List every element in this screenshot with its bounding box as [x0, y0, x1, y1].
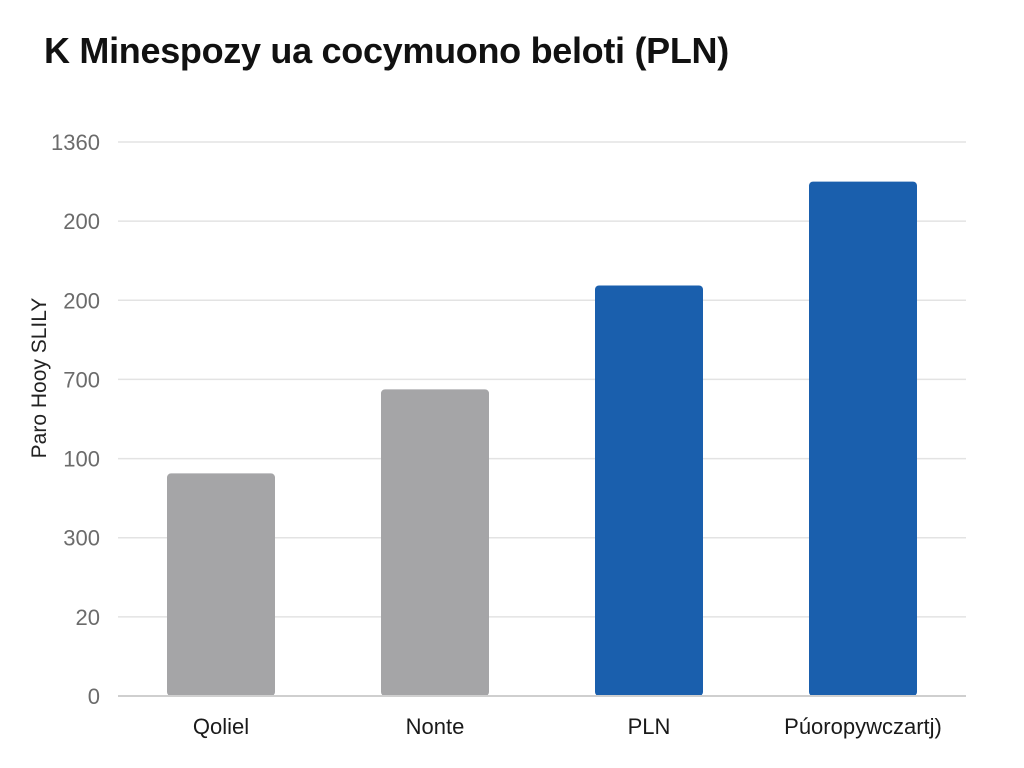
bar [595, 285, 703, 696]
y-tick-label: 200 [63, 288, 100, 313]
x-tick-label: Qoliel [193, 714, 249, 739]
bar [809, 181, 917, 697]
bars [167, 181, 917, 697]
y-tick-label: 100 [63, 447, 100, 472]
y-tick-label: 300 [63, 526, 100, 551]
bar [167, 473, 275, 696]
y-tick-label: 20 [76, 605, 100, 630]
chart-title: K Minespozy ua cocymuono beloti (PLN) [44, 30, 729, 71]
x-tick-label: Nonte [406, 714, 465, 739]
y-axis-title: Paro Hooy SLILY [28, 298, 51, 459]
x-tick-label: Púoropywczartj) [784, 714, 942, 739]
y-tick-label: 200 [63, 209, 100, 234]
y-tick-label: 700 [63, 367, 100, 392]
x-tick-label: PLN [628, 714, 671, 739]
y-tick-label: 1360 [51, 130, 100, 155]
y-tick-label: 0 [88, 684, 100, 709]
bar [381, 389, 489, 696]
x-axis-labels: Qoliel Nonte PLN Púoropywczartj) [193, 714, 942, 739]
